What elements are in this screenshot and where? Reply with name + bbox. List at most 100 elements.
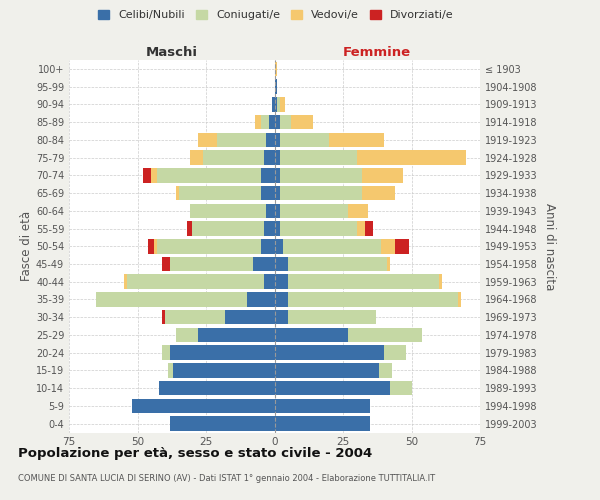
Bar xyxy=(151,168,157,182)
Bar xyxy=(176,186,179,200)
Bar xyxy=(170,346,275,360)
Bar xyxy=(157,239,261,254)
Bar xyxy=(275,416,370,431)
Bar xyxy=(275,221,280,236)
Bar xyxy=(275,186,280,200)
Bar xyxy=(283,239,382,254)
Bar xyxy=(170,256,253,272)
Bar xyxy=(263,221,275,236)
Bar xyxy=(389,381,412,396)
Bar xyxy=(280,186,362,200)
Bar xyxy=(382,239,395,254)
Bar xyxy=(329,132,384,147)
Bar xyxy=(349,328,422,342)
Bar xyxy=(173,363,275,378)
Bar xyxy=(275,132,280,147)
Y-axis label: Fasce di età: Fasce di età xyxy=(20,211,33,282)
Bar xyxy=(127,274,263,289)
Bar xyxy=(193,221,263,236)
Text: Femmine: Femmine xyxy=(343,46,412,59)
Bar xyxy=(280,97,286,112)
Bar xyxy=(162,346,170,360)
Bar xyxy=(261,239,275,254)
Bar xyxy=(263,150,275,165)
Bar xyxy=(275,292,288,306)
Bar xyxy=(291,115,313,130)
Bar xyxy=(280,168,362,182)
Bar xyxy=(179,186,261,200)
Bar xyxy=(275,204,280,218)
Bar xyxy=(253,256,275,272)
Bar xyxy=(97,292,247,306)
Bar xyxy=(275,274,288,289)
Bar xyxy=(261,186,275,200)
Bar xyxy=(170,416,275,431)
Bar xyxy=(458,292,461,306)
Y-axis label: Anni di nascita: Anni di nascita xyxy=(543,202,556,290)
Bar xyxy=(266,132,275,147)
Bar xyxy=(162,310,165,324)
Bar xyxy=(247,292,275,306)
Bar xyxy=(269,115,275,130)
Bar xyxy=(154,239,157,254)
Bar xyxy=(384,346,406,360)
Bar xyxy=(349,204,368,218)
Bar xyxy=(165,310,225,324)
Bar xyxy=(187,221,193,236)
Bar xyxy=(198,132,217,147)
Bar xyxy=(225,310,275,324)
Bar xyxy=(275,239,283,254)
Bar xyxy=(277,97,280,112)
Bar xyxy=(280,221,357,236)
Bar xyxy=(275,363,379,378)
Bar xyxy=(124,274,127,289)
Bar xyxy=(275,381,389,396)
Bar xyxy=(356,221,365,236)
Bar xyxy=(266,204,275,218)
Bar xyxy=(288,256,387,272)
Bar xyxy=(261,168,275,182)
Bar xyxy=(275,310,288,324)
Text: Maschi: Maschi xyxy=(146,46,198,59)
Bar xyxy=(395,239,409,254)
Bar xyxy=(190,150,203,165)
Bar xyxy=(143,168,151,182)
Bar xyxy=(132,398,275,413)
Bar xyxy=(190,204,266,218)
Bar xyxy=(148,239,154,254)
Text: Popolazione per età, sesso e stato civile - 2004: Popolazione per età, sesso e stato civil… xyxy=(18,448,372,460)
Bar xyxy=(362,186,395,200)
Bar xyxy=(288,274,439,289)
Bar xyxy=(275,80,277,94)
Bar xyxy=(217,132,266,147)
Bar xyxy=(256,115,261,130)
Bar xyxy=(275,398,370,413)
Text: COMUNE DI SANTA LUCIA DI SERINO (AV) - Dati ISTAT 1° gennaio 2004 - Elaborazione: COMUNE DI SANTA LUCIA DI SERINO (AV) - D… xyxy=(18,474,435,483)
Bar xyxy=(167,363,173,378)
Bar xyxy=(280,150,357,165)
Bar xyxy=(275,62,277,76)
Bar xyxy=(160,381,275,396)
Bar xyxy=(203,150,263,165)
Bar xyxy=(362,168,403,182)
Bar xyxy=(288,292,458,306)
Bar xyxy=(280,115,291,130)
Bar xyxy=(275,115,280,130)
Bar xyxy=(387,256,389,272)
Bar xyxy=(275,328,349,342)
Bar xyxy=(157,168,261,182)
Bar xyxy=(263,274,275,289)
Bar xyxy=(288,310,376,324)
Bar xyxy=(280,132,329,147)
Bar xyxy=(379,363,392,378)
Bar xyxy=(356,150,466,165)
Bar xyxy=(261,115,269,130)
Bar xyxy=(176,328,198,342)
Bar xyxy=(280,204,349,218)
Legend: Celibi/Nubili, Coniugati/e, Vedovi/e, Divorziati/e: Celibi/Nubili, Coniugati/e, Vedovi/e, Di… xyxy=(94,6,458,25)
Bar xyxy=(162,256,170,272)
Bar xyxy=(275,97,277,112)
Bar xyxy=(272,97,275,112)
Bar xyxy=(275,150,280,165)
Bar xyxy=(275,256,288,272)
